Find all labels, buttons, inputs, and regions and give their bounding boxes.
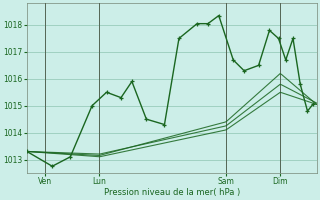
X-axis label: Pression niveau de la mer( hPa ): Pression niveau de la mer( hPa ) (104, 188, 240, 197)
